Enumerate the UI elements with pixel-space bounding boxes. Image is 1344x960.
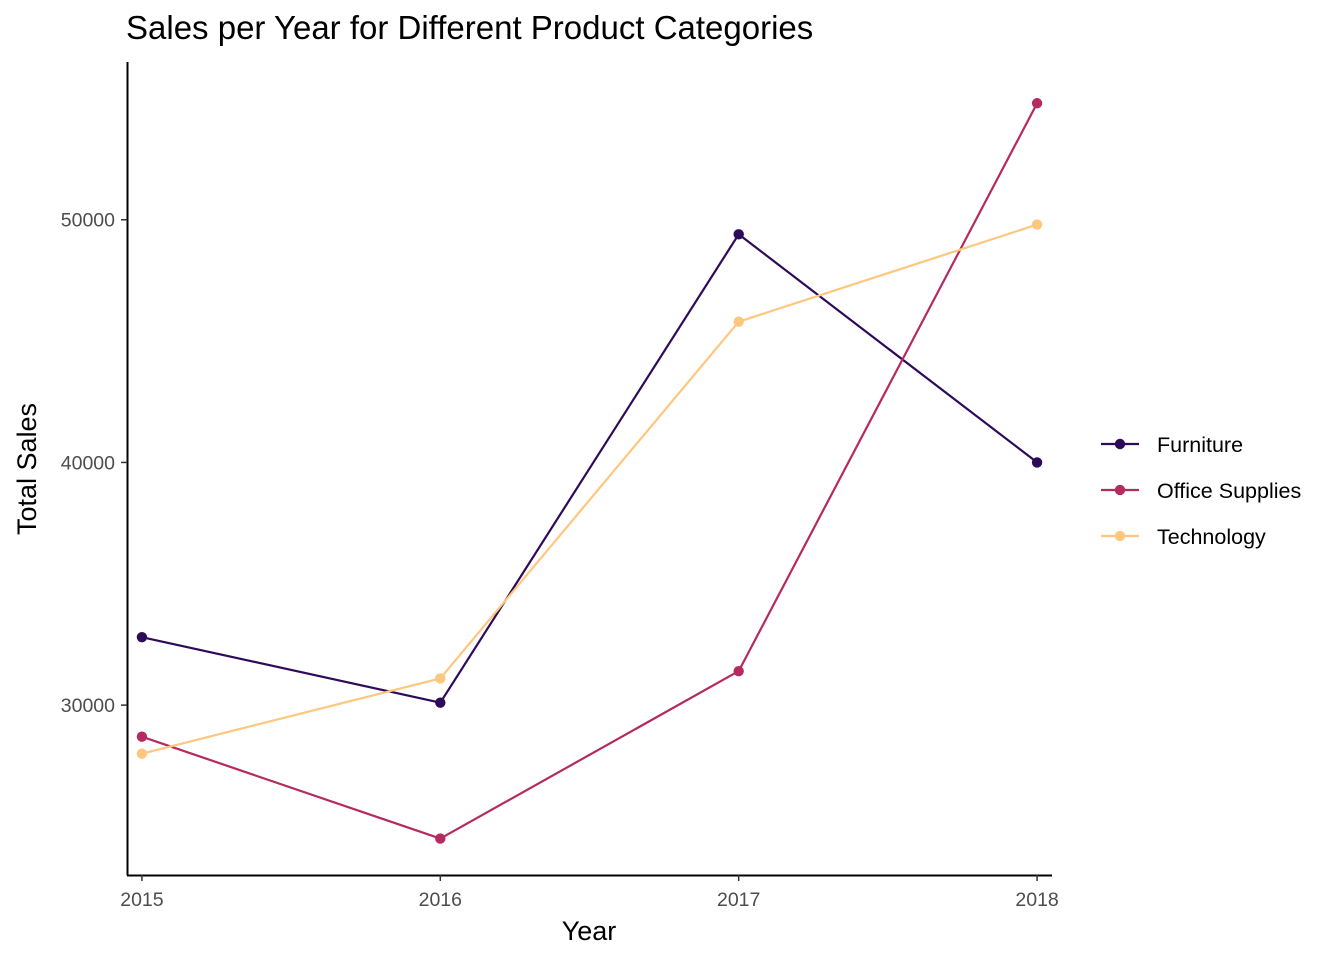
series-furniture bbox=[136, 229, 1043, 708]
y-tick-label: 50000 bbox=[61, 210, 115, 232]
legend: Furniture Office Supplies Technology bbox=[1101, 433, 1301, 549]
series-line-furniture bbox=[141, 233, 1038, 704]
data-point-furniture bbox=[136, 631, 148, 643]
y-tick-label: 40000 bbox=[61, 452, 115, 474]
y-tick-label: 30000 bbox=[61, 695, 115, 717]
legend-item-office-supplies: Office Supplies bbox=[1101, 479, 1301, 503]
x-tick-label: 2015 bbox=[120, 889, 164, 911]
plot-area: 30000 40000 50000 2015 2016 2017 2018 bbox=[61, 62, 1059, 911]
series-layer bbox=[136, 98, 1043, 844]
chart-title: Sales per Year for Different Product Cat… bbox=[126, 9, 813, 46]
x-axis-title: Year bbox=[562, 916, 617, 946]
data-point-office-supplies bbox=[435, 833, 446, 844]
x-tick-label: 2016 bbox=[419, 889, 462, 911]
data-point-office-supplies bbox=[1031, 98, 1043, 109]
legend-item-furniture: Furniture bbox=[1101, 433, 1243, 457]
legend-key-point bbox=[1114, 438, 1126, 450]
x-axis-ticks: 2015 2016 2017 2018 bbox=[120, 875, 1059, 911]
data-point-furniture bbox=[733, 229, 744, 240]
data-point-technology bbox=[1031, 219, 1043, 230]
legend-label: Technology bbox=[1157, 525, 1266, 549]
data-point-office-supplies bbox=[733, 665, 744, 677]
y-axis-ticks: 30000 40000 50000 bbox=[61, 210, 127, 717]
data-point-technology bbox=[435, 673, 446, 684]
data-point-furniture bbox=[435, 697, 446, 708]
legend-label: Office Supplies bbox=[1157, 479, 1301, 503]
series-line-office-supplies bbox=[141, 102, 1039, 840]
data-point-technology bbox=[136, 748, 148, 759]
x-tick-label: 2017 bbox=[717, 889, 760, 911]
series-line-technology bbox=[141, 223, 1038, 755]
y-axis-title: Total Sales bbox=[12, 403, 42, 535]
data-point-furniture bbox=[1031, 457, 1043, 468]
legend-label: Furniture bbox=[1157, 433, 1243, 457]
legend-key-point bbox=[1114, 484, 1126, 496]
legend-item-technology: Technology bbox=[1101, 525, 1266, 549]
x-tick-label: 2018 bbox=[1015, 889, 1058, 911]
series-technology bbox=[136, 219, 1043, 759]
data-point-technology bbox=[733, 316, 744, 327]
data-point-office-supplies bbox=[136, 731, 148, 742]
series-office-supplies bbox=[136, 98, 1043, 844]
legend-key-point bbox=[1114, 530, 1126, 542]
